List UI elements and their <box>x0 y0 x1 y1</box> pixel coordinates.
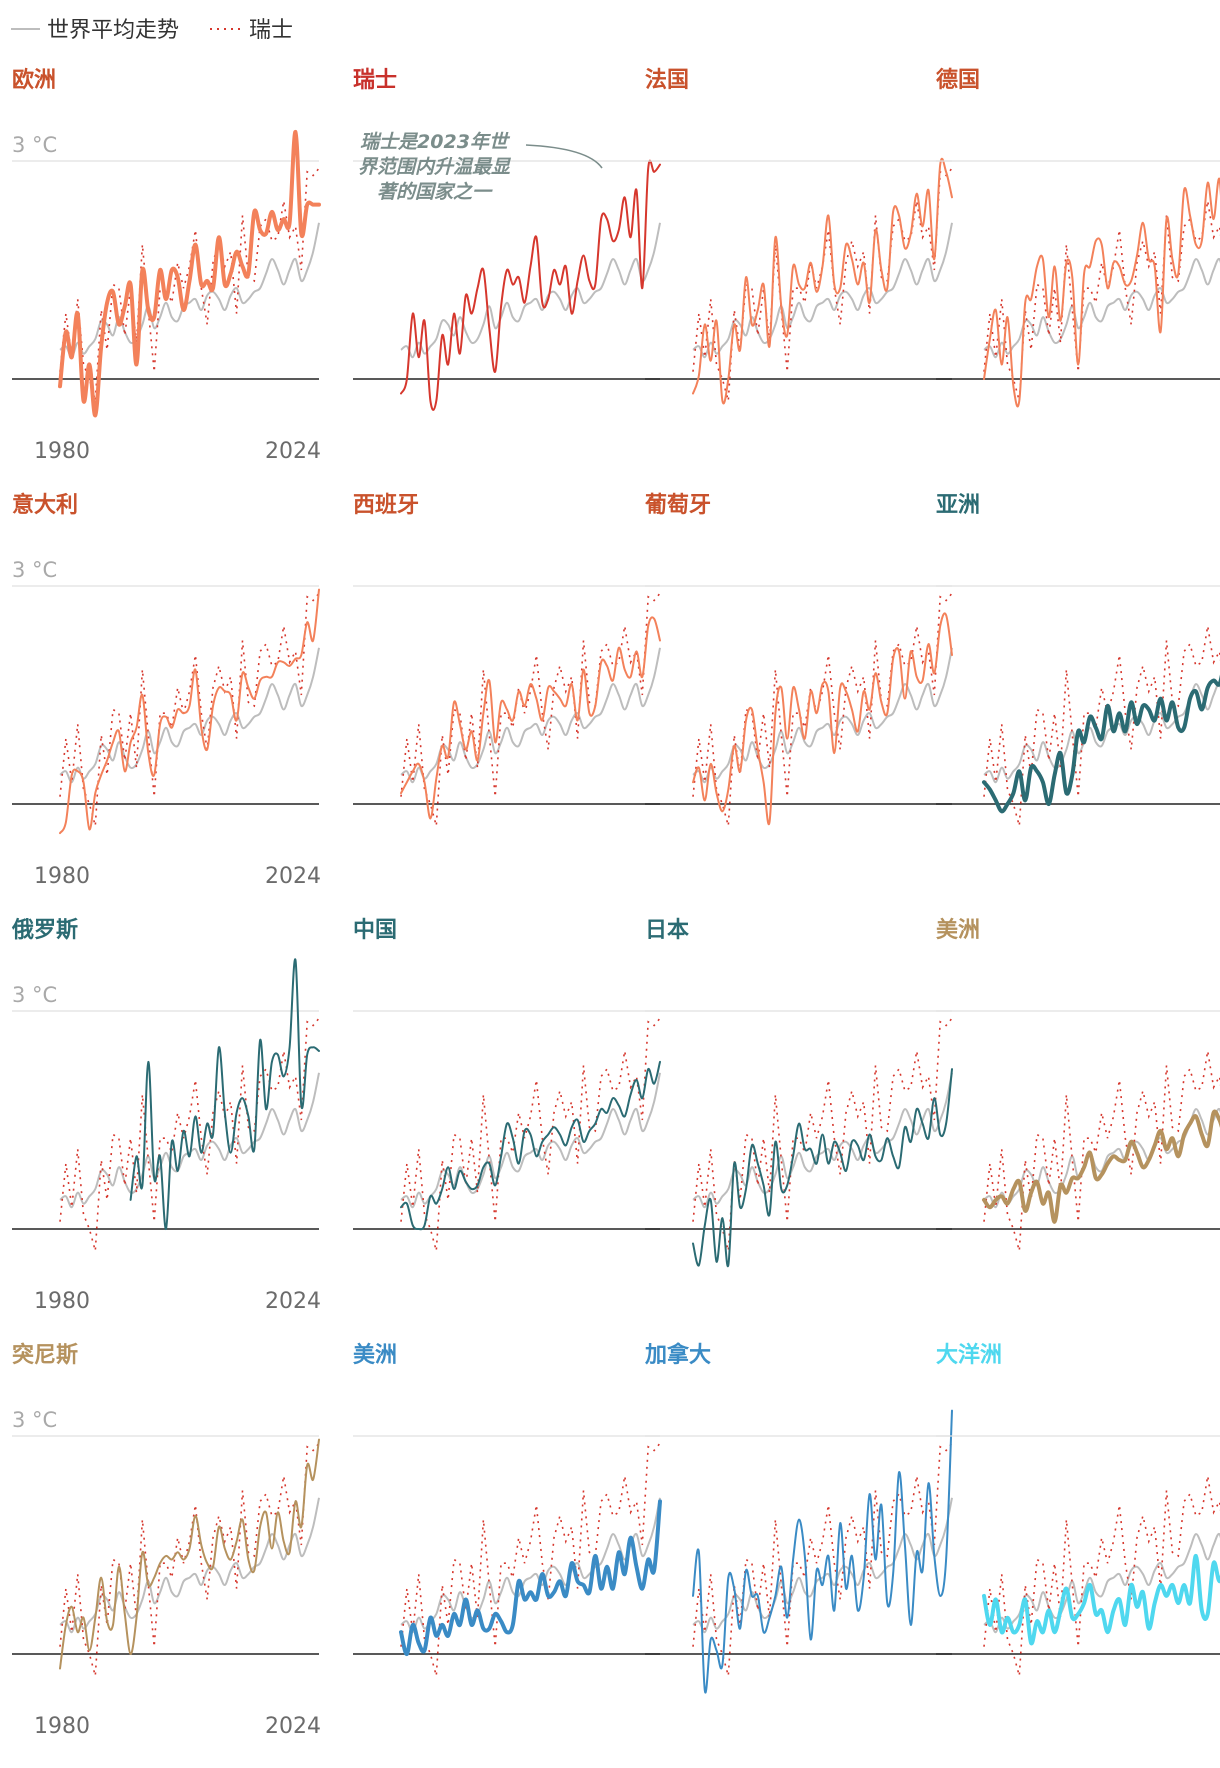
swiss-annotation: 瑞士是2023年世 界范围内升温最显 著的国家之一 <box>358 131 603 203</box>
series-region <box>58 129 321 418</box>
panel-title: 中国 <box>353 918 397 943</box>
panel-title: 德国 <box>936 67 980 93</box>
x-tick-label-start: 1980 <box>34 439 90 464</box>
series-region <box>692 1068 953 1268</box>
panel-title: 日本 <box>645 918 689 943</box>
panel-title: 加拿大 <box>644 1342 711 1368</box>
series-region <box>982 674 1220 814</box>
panel: 俄罗斯 3 °C 1980 2024 <box>11 917 321 1314</box>
panel: 德国 <box>936 67 1220 408</box>
y-tick-label: 3 °C <box>12 983 57 1007</box>
panel: 亚洲 <box>936 493 1220 827</box>
panel-title: 俄罗斯 <box>11 917 78 943</box>
y-tick-label: 3 °C <box>12 558 57 582</box>
panel-title: 西班牙 <box>353 493 419 518</box>
y-tick-label: 3 °C <box>12 1408 57 1432</box>
series-region <box>129 958 320 1231</box>
panel: 欧洲 3 °C 1980 2024 <box>12 67 321 464</box>
panel: 葡萄牙 <box>644 493 953 827</box>
legend-swiss-label: 瑞士 <box>249 18 293 43</box>
series-region <box>400 159 661 411</box>
series-swiss <box>400 1017 661 1252</box>
series-world-average <box>983 682 1220 784</box>
series-swiss <box>983 1050 1220 1252</box>
x-tick-label-end: 2024 <box>265 864 321 889</box>
panel-title: 意大利 <box>12 492 78 518</box>
series-world-average <box>400 222 661 359</box>
annotation-leader-line <box>525 144 603 169</box>
panel: 法国 <box>645 68 953 405</box>
series-swiss <box>692 592 953 827</box>
series-region <box>400 1060 661 1231</box>
series-swiss <box>983 625 1220 827</box>
series-region <box>692 1409 953 1694</box>
annotation-line-1: 瑞士是2023年世 <box>360 131 511 153</box>
series-swiss <box>692 1442 953 1677</box>
series-swiss <box>400 592 661 827</box>
panel-title: 瑞士 <box>353 68 397 93</box>
x-tick-label-end: 2024 <box>265 1714 321 1739</box>
series-region <box>59 588 320 835</box>
panel-title: 亚洲 <box>936 493 980 518</box>
panel: 日本 <box>645 918 953 1268</box>
panel: 大洋洲 <box>936 1342 1220 1677</box>
panel-title: 法国 <box>645 68 689 93</box>
panel: 瑞士 <box>353 68 661 411</box>
series-world-average <box>59 1072 320 1209</box>
x-tick-label-start: 1980 <box>34 864 90 889</box>
x-tick-label-start: 1980 <box>34 1714 90 1739</box>
legend-world-label: 世界平均走势 <box>47 18 179 43</box>
panel-title: 美洲 <box>936 917 980 943</box>
series-region <box>982 1109 1220 1224</box>
y-tick-label: 3 °C <box>12 133 57 157</box>
series-world-average <box>400 647 661 784</box>
x-tick-label-end: 2024 <box>265 1289 321 1314</box>
series-swiss <box>692 1017 953 1252</box>
series-region <box>692 157 953 405</box>
series-region <box>59 1438 320 1670</box>
panel: 西班牙 <box>353 493 661 827</box>
series-swiss <box>983 200 1220 402</box>
annotation-line-2: 界范围内升温最显 <box>358 156 512 178</box>
panel: 美洲 <box>936 917 1220 1252</box>
panel-title: 大洋洲 <box>936 1342 1002 1368</box>
panel-title: 美洲 <box>353 1342 397 1368</box>
x-tick-label-start: 1980 <box>34 1289 90 1314</box>
series-world-average <box>400 1072 661 1209</box>
panel-title: 突尼斯 <box>12 1342 78 1368</box>
panel: 加拿大 <box>644 1342 953 1694</box>
legend: 世界平均走势 瑞士 <box>11 18 293 43</box>
panel: 突尼斯 3 °C 1980 2024 <box>12 1342 321 1739</box>
x-tick-label-end: 2024 <box>265 439 321 464</box>
series-region <box>983 177 1220 408</box>
series-swiss <box>59 167 320 402</box>
panel-title: 葡萄牙 <box>644 493 711 518</box>
annotation-line-3: 著的国家之一 <box>377 181 493 203</box>
panel: 意大利 3 °C 1980 2024 <box>12 492 321 889</box>
series-swiss <box>400 1442 661 1677</box>
series-swiss <box>59 592 320 827</box>
panel-title: 欧洲 <box>12 67 56 93</box>
series-swiss <box>59 1017 320 1252</box>
series-world-average <box>59 647 320 784</box>
series-swiss <box>692 167 953 402</box>
series-region <box>692 612 953 826</box>
panel: 中国 <box>353 918 661 1252</box>
series-region <box>399 1499 662 1657</box>
panel: 美洲 <box>353 1342 662 1677</box>
series-swiss <box>983 1475 1220 1677</box>
series-region <box>400 616 661 820</box>
series-region <box>982 1553 1220 1646</box>
series-swiss <box>59 1442 320 1677</box>
